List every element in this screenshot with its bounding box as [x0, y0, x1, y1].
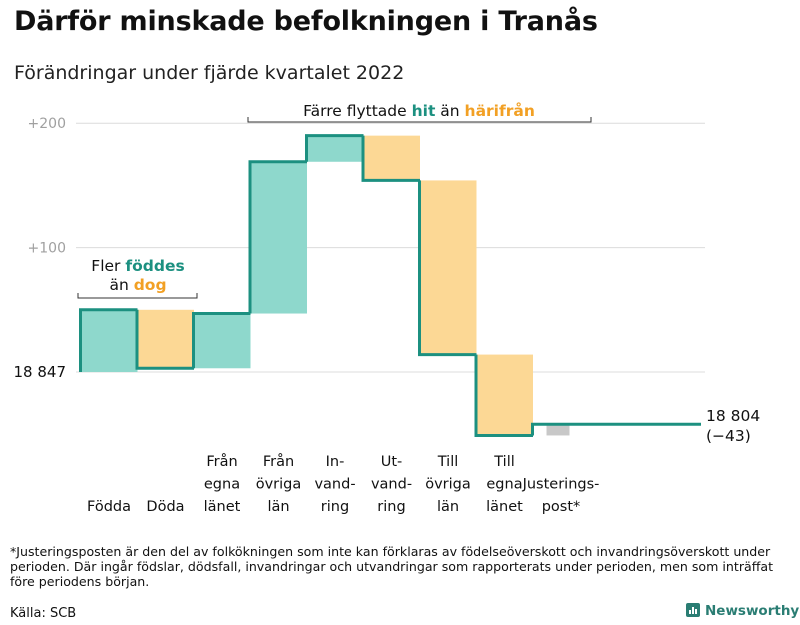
brand-logo[interactable]: Newsworthy — [686, 603, 799, 619]
annotation-bracket — [77, 293, 198, 299]
waterfall-bar — [476, 354, 533, 436]
category-label: Från övriga län — [256, 453, 302, 515]
category-label: Döda — [146, 499, 184, 515]
chart-subtitle: Förändringar under fjärde kvartalet 2022 — [14, 62, 405, 84]
source-label: Källa: SCB — [10, 606, 77, 621]
category-label: Födda — [87, 499, 131, 515]
cumulative-level-line — [79, 134, 701, 437]
end-change-label: (−43) — [706, 427, 751, 445]
start-value-label: 18 847 — [14, 363, 67, 381]
category-label: Till övriga län — [425, 454, 471, 515]
brand-name: Newsworthy — [705, 603, 800, 619]
waterfall-bar — [80, 309, 138, 372]
annotation-bracket — [247, 117, 592, 123]
y-tick-label: +200 — [28, 116, 66, 132]
waterfall-bar — [363, 135, 420, 181]
category-label: Till egna länet — [486, 454, 523, 515]
annotation-births-deaths-line2: än dog — [109, 276, 166, 294]
annotation-births-deaths: Fler föddes — [91, 257, 184, 275]
end-value-label: 18 804 — [706, 407, 760, 425]
waterfall-bar — [306, 135, 364, 162]
category-label: Justerings-post* — [522, 477, 600, 516]
waterfall-chart: +200 +100 18 847 18 804 (−43) Födda Döda Från eg… — [14, 101, 761, 516]
y-tick-label: +100 — [28, 241, 66, 257]
waterfall-bar — [419, 180, 477, 355]
waterfall-bar — [193, 313, 251, 369]
category-label: In-vand-ring — [314, 454, 355, 515]
footnote: *Justeringsposten är den del av folkökni… — [10, 544, 774, 589]
waterfall-bar — [546, 424, 570, 436]
chart-title: Därför minskade befolkningen i Tranås — [14, 6, 598, 37]
waterfall-bar — [137, 309, 194, 369]
waterfall-bar — [250, 161, 307, 314]
category-label: Ut-vand-ring — [371, 454, 412, 515]
newsworthy-icon — [686, 603, 700, 617]
annotation-migration: Färre flyttade hit än härifrån — [303, 101, 535, 120]
category-label: Från egna länet — [204, 453, 241, 515]
